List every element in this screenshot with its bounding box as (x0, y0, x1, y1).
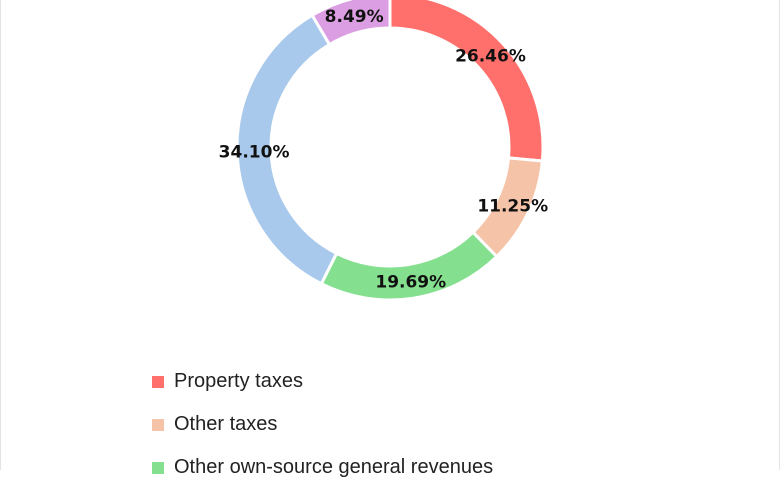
donut-chart: 26.46% 11.25% 19.69% 34.10% 8.49% (219, 0, 548, 302)
legend-item: Other own-source general revenues (152, 446, 493, 489)
slice-data-label: 11.25% (477, 197, 548, 217)
legend-item: Other taxes (152, 403, 493, 446)
legend-label: Other taxes (174, 413, 278, 435)
legend-label: Property taxes (174, 370, 303, 392)
slice-data-label: 26.46% (455, 46, 526, 66)
donut-slice (310, 0, 392, 47)
slice-data-label: 8.49% (325, 7, 384, 27)
legend-label: Other own-source general revenues (174, 456, 494, 478)
slice-data-label: 19.69% (375, 272, 446, 292)
legend-swatch (152, 461, 164, 474)
donut-slice (388, 0, 545, 163)
legend-item: Property taxes (152, 360, 493, 403)
legend-swatch (152, 375, 164, 388)
legend-swatch (152, 418, 164, 431)
slice-data-label: 34.10% (219, 143, 290, 163)
